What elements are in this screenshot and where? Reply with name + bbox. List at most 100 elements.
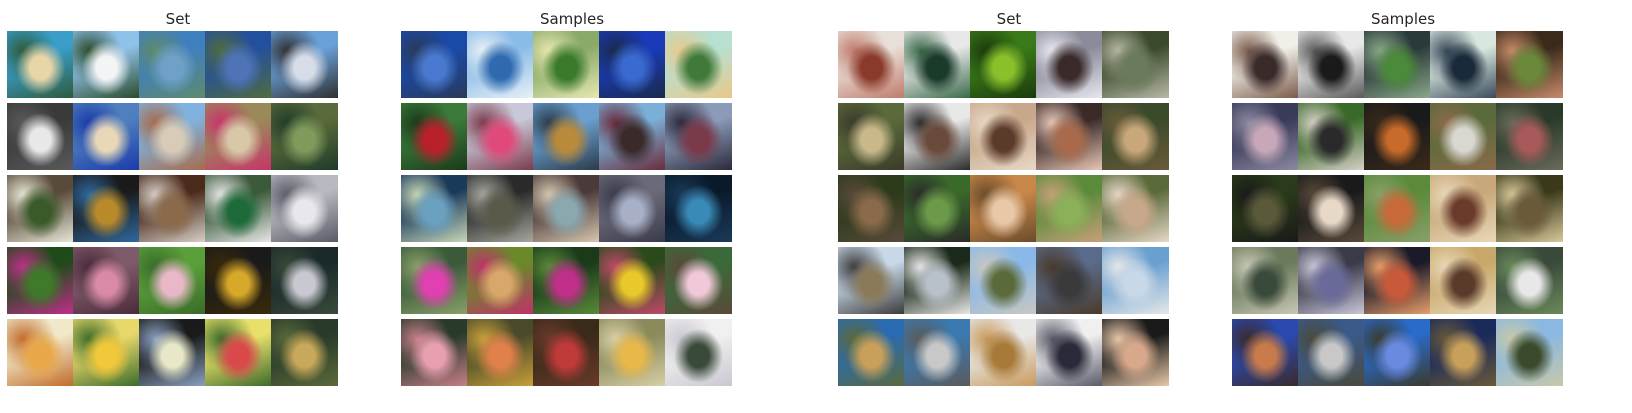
image-tile xyxy=(1364,103,1431,170)
image-tile xyxy=(7,247,74,314)
image-tile xyxy=(7,175,74,242)
image-tile xyxy=(533,319,600,386)
grid-row xyxy=(838,247,1180,314)
image-tile xyxy=(271,175,338,242)
image-tile xyxy=(1364,247,1431,314)
image-tile xyxy=(205,31,272,98)
image-tile xyxy=(467,247,534,314)
image-tile xyxy=(599,31,666,98)
image-tile xyxy=(838,103,905,170)
image-tile xyxy=(1430,175,1497,242)
grid-row xyxy=(838,175,1180,242)
image-tile xyxy=(401,247,468,314)
image-tile xyxy=(1232,31,1299,98)
image-tile xyxy=(1036,247,1103,314)
image-tile xyxy=(73,319,140,386)
image-tile xyxy=(904,247,971,314)
image-tile xyxy=(1232,247,1299,314)
image-tile xyxy=(1232,175,1299,242)
image-tile xyxy=(467,319,534,386)
image-tile xyxy=(205,247,272,314)
image-tile xyxy=(1232,103,1299,170)
image-tile xyxy=(1298,103,1365,170)
image-tile xyxy=(401,319,468,386)
panel-title: Samples xyxy=(539,10,605,28)
image-tile xyxy=(904,175,971,242)
image-tile xyxy=(970,103,1037,170)
image-tile xyxy=(838,319,905,386)
grid-row xyxy=(7,319,349,386)
image-tile xyxy=(1298,319,1365,386)
image-tile xyxy=(467,31,534,98)
grid-row xyxy=(838,31,1180,98)
image-tile xyxy=(1298,247,1365,314)
panel-title: Set xyxy=(165,10,191,28)
grid-row xyxy=(1232,31,1574,98)
image-tile xyxy=(599,319,666,386)
panel-title: Set xyxy=(996,10,1022,28)
image-tile xyxy=(533,31,600,98)
image-tile xyxy=(1036,103,1103,170)
image-tile xyxy=(533,175,600,242)
image-tile xyxy=(139,175,206,242)
image-tile xyxy=(401,175,468,242)
image-tile xyxy=(1430,31,1497,98)
grid-row xyxy=(838,319,1180,386)
image-tile xyxy=(401,103,468,170)
image-tile xyxy=(665,175,732,242)
image-tile xyxy=(139,31,206,98)
image-tile xyxy=(1496,175,1563,242)
panel-title: Samples xyxy=(1370,10,1436,28)
image-tile xyxy=(1364,175,1431,242)
image-tile xyxy=(665,31,732,98)
grid-row xyxy=(1232,319,1574,386)
image-tile xyxy=(1102,175,1169,242)
image-tile xyxy=(1430,319,1497,386)
image-tile xyxy=(7,319,74,386)
image-tile xyxy=(139,319,206,386)
grid-row xyxy=(7,103,349,170)
image-tile xyxy=(838,175,905,242)
image-tile xyxy=(205,319,272,386)
image-tile xyxy=(1496,247,1563,314)
image-tile xyxy=(139,247,206,314)
image-tile xyxy=(970,31,1037,98)
image-tile xyxy=(904,103,971,170)
image-tile xyxy=(73,175,140,242)
image-tile xyxy=(665,319,732,386)
image-tile xyxy=(467,103,534,170)
image-tile xyxy=(838,247,905,314)
image-tile xyxy=(73,247,140,314)
grid-row xyxy=(1232,247,1574,314)
image-tile xyxy=(1364,31,1431,98)
image-tile xyxy=(1102,319,1169,386)
image-tile xyxy=(1102,103,1169,170)
image-tile xyxy=(1496,31,1563,98)
image-tile xyxy=(7,31,74,98)
image-tile xyxy=(904,31,971,98)
grid-row xyxy=(401,175,743,242)
grid-row xyxy=(401,319,743,386)
image-tile xyxy=(271,103,338,170)
image-tile xyxy=(970,247,1037,314)
image-tile xyxy=(970,175,1037,242)
image-tile xyxy=(271,247,338,314)
image-tile xyxy=(401,31,468,98)
image-tile xyxy=(139,103,206,170)
image-tile xyxy=(838,31,905,98)
image-tile xyxy=(73,31,140,98)
image-tile xyxy=(665,247,732,314)
image-tile xyxy=(665,103,732,170)
grid-row xyxy=(401,247,743,314)
grid-row xyxy=(1232,175,1574,242)
image-tile xyxy=(1430,103,1497,170)
grid-row xyxy=(401,103,743,170)
image-tile xyxy=(904,319,971,386)
image-tile xyxy=(1036,175,1103,242)
image-tile xyxy=(271,319,338,386)
image-tile xyxy=(73,103,140,170)
image-tile xyxy=(599,103,666,170)
image-tile xyxy=(1102,31,1169,98)
image-tile xyxy=(599,175,666,242)
image-tile xyxy=(1364,319,1431,386)
